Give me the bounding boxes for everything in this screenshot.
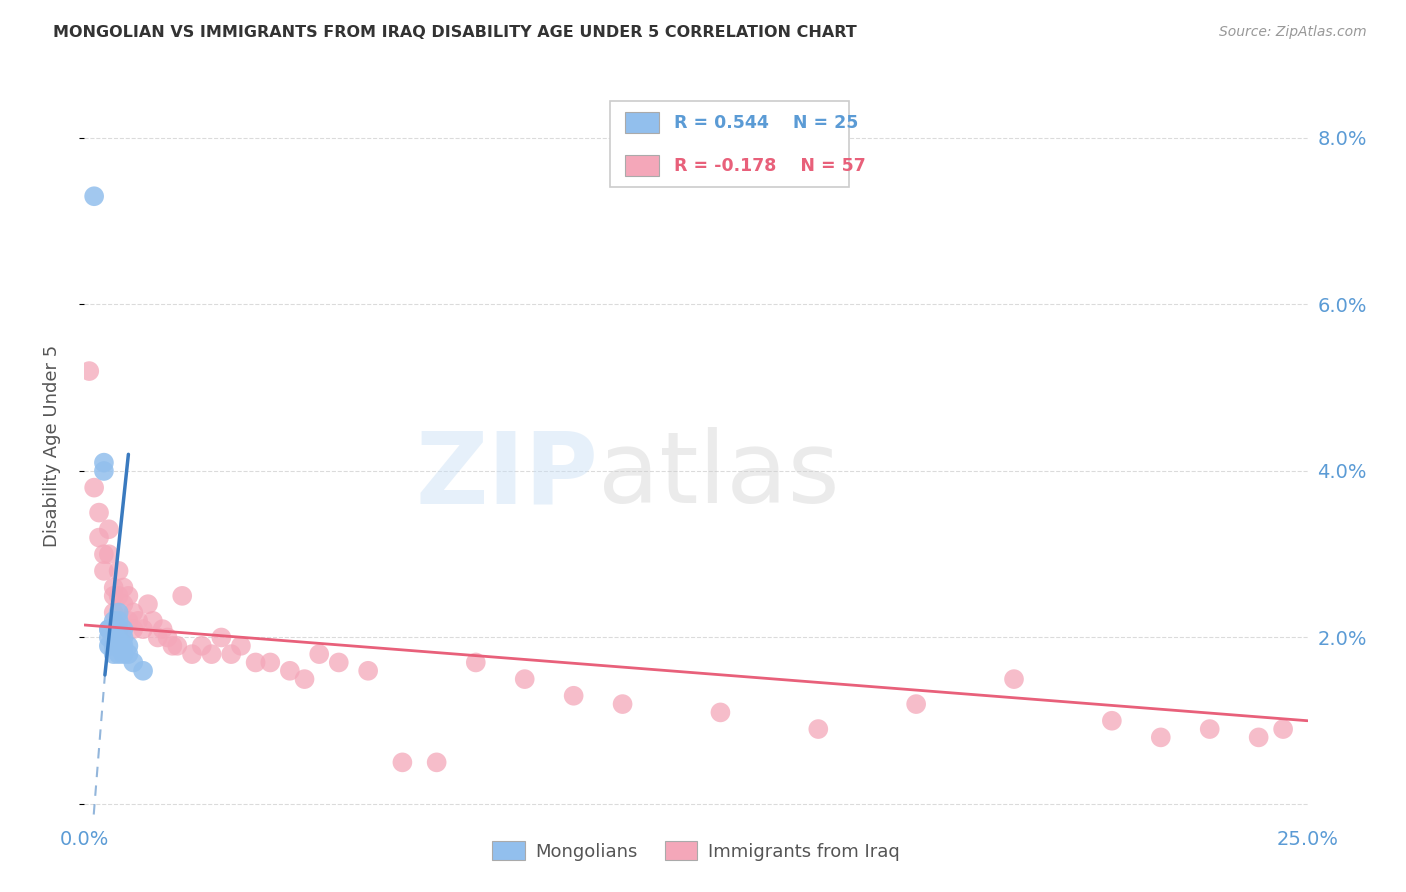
Point xyxy=(93,456,115,470)
Point xyxy=(107,614,129,628)
Point xyxy=(112,581,135,595)
Point xyxy=(294,672,316,686)
Text: R = -0.178    N = 57: R = -0.178 N = 57 xyxy=(673,157,866,175)
Point xyxy=(117,639,139,653)
Point xyxy=(172,589,194,603)
Text: MONGOLIAN VS IMMIGRANTS FROM IRAQ DISABILITY AGE UNDER 5 CORRELATION CHART: MONGOLIAN VS IMMIGRANTS FROM IRAQ DISABI… xyxy=(53,25,858,40)
Point xyxy=(1150,731,1173,745)
Text: atlas: atlas xyxy=(598,427,839,524)
Point xyxy=(142,614,165,628)
Point xyxy=(87,506,110,520)
Point xyxy=(87,531,110,545)
Point xyxy=(97,622,120,636)
Point xyxy=(229,639,252,653)
Point xyxy=(107,631,129,645)
Point xyxy=(807,722,830,736)
Point xyxy=(1272,722,1295,736)
Bar xyxy=(626,112,659,134)
Point xyxy=(107,647,129,661)
Legend: Mongolians, Immigrants from Iraq: Mongolians, Immigrants from Iraq xyxy=(485,834,907,868)
Point xyxy=(245,656,267,670)
Point xyxy=(122,622,145,636)
Point xyxy=(97,631,120,645)
Point xyxy=(181,647,204,661)
Point xyxy=(93,547,115,561)
Point xyxy=(905,697,928,711)
Point xyxy=(83,189,105,203)
Point xyxy=(103,647,125,661)
Point xyxy=(122,656,145,670)
Point xyxy=(127,614,149,628)
Point xyxy=(83,481,105,495)
Point xyxy=(426,756,449,770)
Point xyxy=(117,614,139,628)
Point xyxy=(97,522,120,536)
Point xyxy=(259,656,281,670)
Point xyxy=(107,622,129,636)
Point xyxy=(152,622,174,636)
Point xyxy=(464,656,486,670)
Point xyxy=(191,639,214,653)
Point xyxy=(103,606,125,620)
Point xyxy=(357,664,380,678)
Point xyxy=(107,564,129,578)
Point xyxy=(709,706,731,720)
Point xyxy=(1198,722,1220,736)
Point xyxy=(107,639,129,653)
Point xyxy=(103,614,125,628)
Text: ZIP: ZIP xyxy=(415,427,598,524)
Bar xyxy=(626,155,659,177)
Point xyxy=(97,547,120,561)
Point xyxy=(162,639,184,653)
Point xyxy=(166,639,188,653)
Point xyxy=(107,589,129,603)
Point xyxy=(112,597,135,611)
Point xyxy=(278,664,301,678)
Point xyxy=(391,756,413,770)
Point xyxy=(219,647,242,661)
Point xyxy=(612,697,634,711)
Point xyxy=(112,639,135,653)
Point xyxy=(103,589,125,603)
Point xyxy=(136,597,159,611)
Text: Source: ZipAtlas.com: Source: ZipAtlas.com xyxy=(1219,25,1367,39)
Point xyxy=(328,656,350,670)
Point xyxy=(156,631,179,645)
Point xyxy=(93,564,115,578)
Point xyxy=(200,647,222,661)
Point xyxy=(97,622,120,636)
Point xyxy=(93,464,115,478)
Point xyxy=(132,664,155,678)
Point xyxy=(209,631,232,645)
Point xyxy=(117,647,139,661)
Point xyxy=(103,622,125,636)
Point xyxy=(1101,714,1123,728)
Point xyxy=(77,364,100,378)
Point xyxy=(562,689,585,703)
Text: R = 0.544    N = 25: R = 0.544 N = 25 xyxy=(673,114,858,132)
Point xyxy=(132,622,155,636)
Point xyxy=(103,639,125,653)
Point xyxy=(112,622,135,636)
Point xyxy=(513,672,536,686)
Point xyxy=(1002,672,1025,686)
FancyBboxPatch shape xyxy=(610,102,849,187)
Point xyxy=(112,647,135,661)
Point xyxy=(97,639,120,653)
Point xyxy=(1247,731,1270,745)
Y-axis label: Disability Age Under 5: Disability Age Under 5 xyxy=(42,345,60,547)
Point xyxy=(122,606,145,620)
Point xyxy=(103,581,125,595)
Point xyxy=(146,631,169,645)
Point xyxy=(117,589,139,603)
Point xyxy=(112,631,135,645)
Point xyxy=(308,647,330,661)
Point xyxy=(107,606,129,620)
